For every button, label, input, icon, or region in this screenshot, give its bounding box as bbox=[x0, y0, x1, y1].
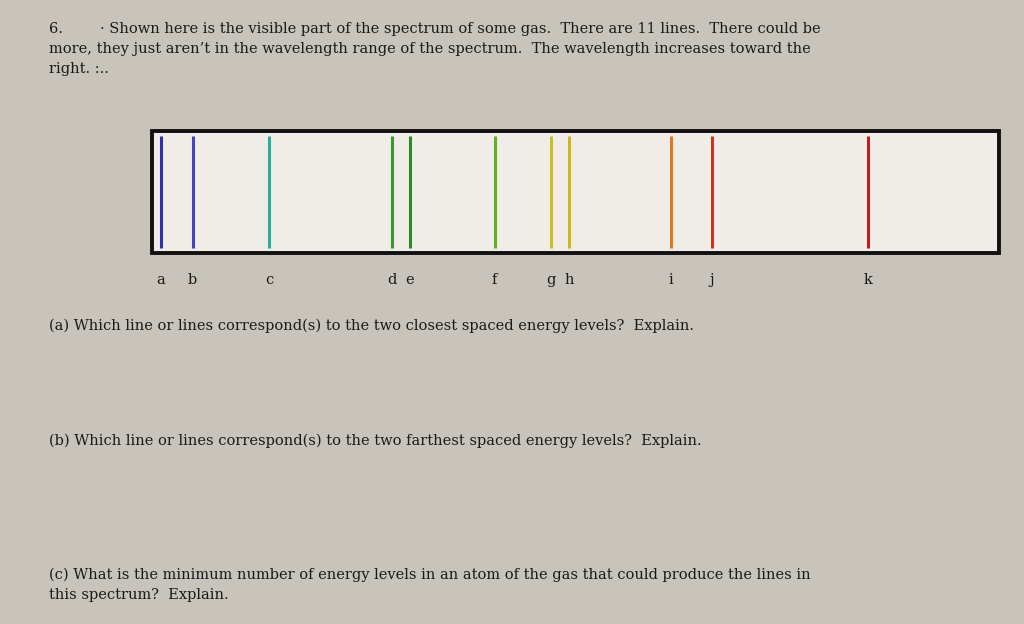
Text: g: g bbox=[546, 273, 556, 286]
Text: c: c bbox=[265, 273, 273, 286]
Text: i: i bbox=[669, 273, 673, 286]
Text: (c) What is the minimum number of energy levels in an atom of the gas that could: (c) What is the minimum number of energy… bbox=[49, 568, 811, 602]
Text: k: k bbox=[864, 273, 872, 286]
Text: e: e bbox=[406, 273, 414, 286]
Text: f: f bbox=[492, 273, 498, 286]
Text: b: b bbox=[187, 273, 198, 286]
Text: d: d bbox=[387, 273, 397, 286]
Text: 6.        · Shown here is the visible part of the spectrum of some gas.  There a: 6. · Shown here is the visible part of t… bbox=[49, 22, 821, 76]
Text: (b) Which line or lines correspond(s) to the two farthest spaced energy levels? : (b) Which line or lines correspond(s) to… bbox=[49, 434, 701, 448]
Bar bbox=[152, 131, 999, 253]
Text: h: h bbox=[564, 273, 574, 286]
Text: (a) Which line or lines correspond(s) to the two closest spaced energy levels?  : (a) Which line or lines correspond(s) to… bbox=[49, 318, 694, 333]
Text: j: j bbox=[710, 273, 714, 286]
Text: a: a bbox=[157, 273, 165, 286]
